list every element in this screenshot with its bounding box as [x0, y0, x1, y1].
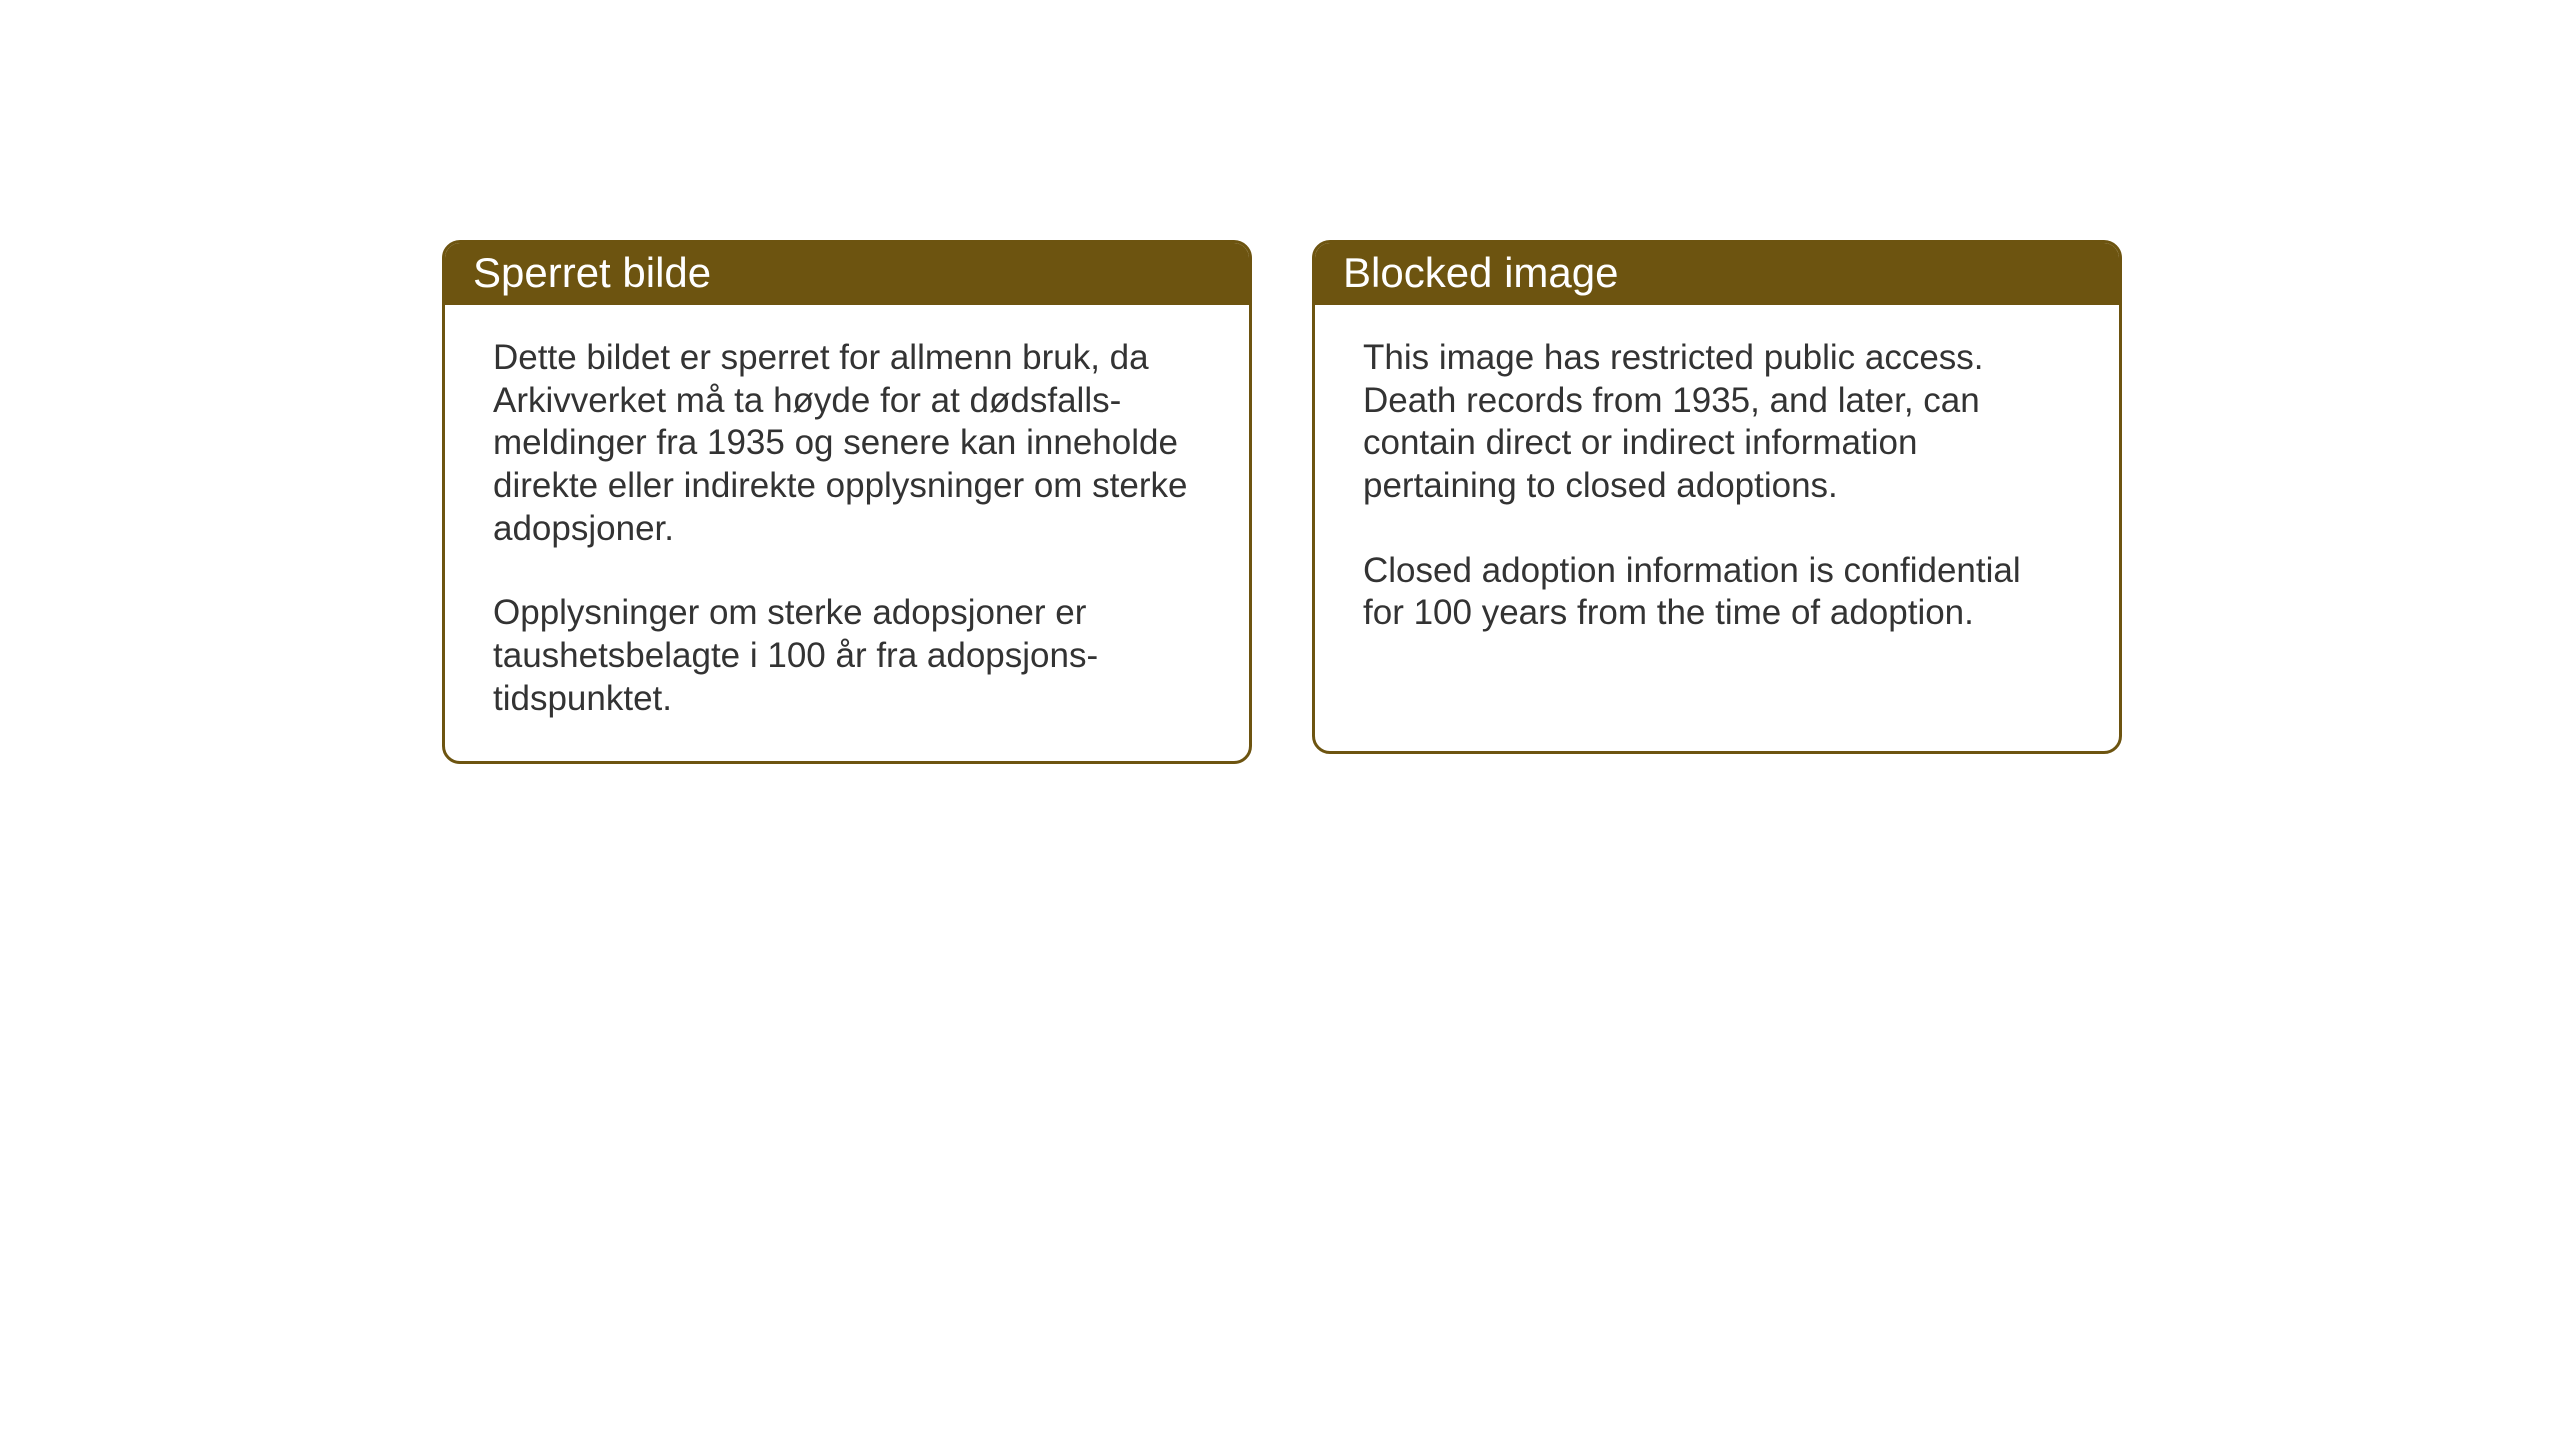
card-english-body: This image has restricted public access.…: [1315, 305, 2119, 675]
card-norwegian-paragraph-1: Dette bildet er sperret for allmenn bruk…: [493, 337, 1201, 550]
card-norwegian: Sperret bilde Dette bildet er sperret fo…: [442, 240, 1252, 764]
card-english: Blocked image This image has restricted …: [1312, 240, 2122, 754]
card-norwegian-paragraph-2: Opplysninger om sterke adopsjoner er tau…: [493, 592, 1201, 720]
card-norwegian-body: Dette bildet er sperret for allmenn bruk…: [445, 305, 1249, 761]
card-english-paragraph-1: This image has restricted public access.…: [1363, 337, 2071, 508]
card-english-title: Blocked image: [1343, 249, 1618, 296]
card-english-paragraph-2: Closed adoption information is confident…: [1363, 550, 2071, 635]
card-norwegian-title: Sperret bilde: [473, 249, 711, 296]
card-norwegian-header: Sperret bilde: [445, 243, 1249, 305]
card-english-header: Blocked image: [1315, 243, 2119, 305]
cards-container: Sperret bilde Dette bildet er sperret fo…: [442, 240, 2122, 764]
